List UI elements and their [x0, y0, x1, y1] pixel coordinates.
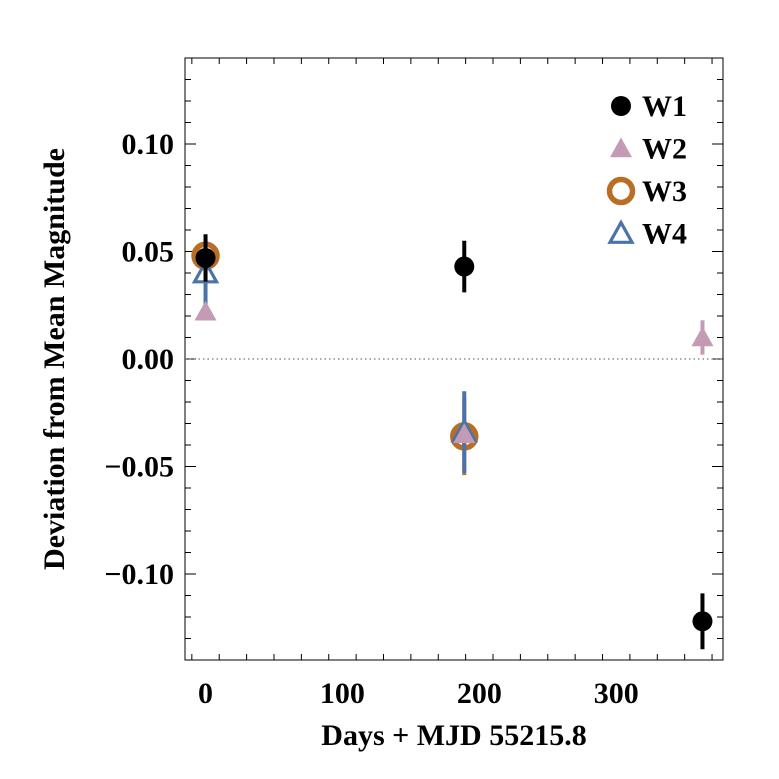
data-marks	[191, 234, 714, 650]
legend-marker	[611, 96, 631, 116]
data-point	[454, 256, 475, 277]
legend-label: W1	[642, 90, 687, 123]
series-w3	[191, 238, 479, 476]
y-tick-label: 0.05	[122, 236, 175, 269]
data-point	[195, 247, 216, 268]
legend-item-w3: W3	[606, 175, 687, 208]
legend-marker	[610, 137, 632, 158]
y-tick-label: −0.05	[104, 451, 174, 484]
legend-item-w1: W1	[611, 90, 687, 123]
x-tick-label: 100	[320, 677, 365, 710]
legend-marker	[606, 176, 636, 206]
series-w2	[194, 300, 714, 444]
legend-label: W3	[642, 175, 687, 208]
legend-label: W4	[642, 218, 687, 251]
x-tick-label: 0	[198, 677, 213, 710]
y-tick-label: 0.00	[122, 343, 175, 376]
tick-labels: 0 100 200 300 0.10 0.05 0.00 −0.05 −0.10	[104, 128, 638, 710]
series-w4	[191, 240, 478, 473]
data-point	[692, 611, 713, 632]
data-point	[191, 258, 220, 284]
y-tick-label: −0.10	[104, 558, 174, 591]
y-tick-label: 0.10	[122, 128, 175, 161]
x-tick-label: 200	[457, 677, 502, 710]
legend-marker	[607, 219, 635, 244]
data-point	[194, 300, 217, 321]
data-point	[453, 423, 476, 444]
axis-ticks	[185, 57, 723, 661]
data-point	[691, 326, 714, 347]
y-axis-label: Deviation from Mean Magnitude	[38, 148, 71, 570]
series-w1	[195, 234, 713, 650]
legend-item-w4: W4	[607, 218, 687, 251]
legend-label: W2	[642, 133, 687, 166]
legend: W1 W2 W3 W4	[606, 90, 687, 251]
x-tick-label: 300	[594, 677, 639, 710]
legend-item-w2: W2	[610, 133, 687, 166]
x-axis-label: Days + MJD 55215.8	[321, 719, 586, 752]
